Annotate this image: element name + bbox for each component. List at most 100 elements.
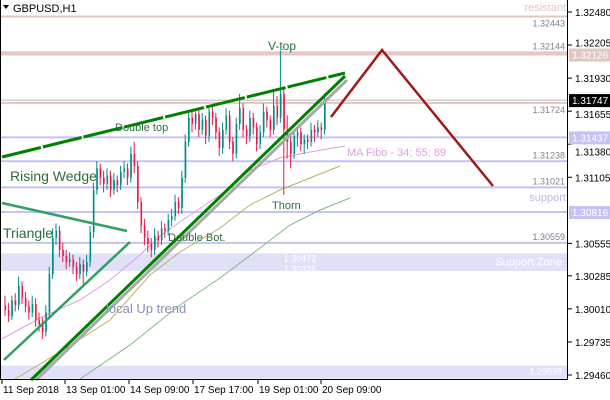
candle-body xyxy=(313,129,316,133)
triangle-label: Triangle xyxy=(3,225,53,241)
candle-body xyxy=(232,141,234,154)
candle xyxy=(194,108,197,130)
candle xyxy=(252,112,255,135)
candle-body xyxy=(35,304,37,320)
x-tick-label: 14 Sep 09:00 xyxy=(130,385,190,396)
candle-body xyxy=(293,135,296,154)
candle-body xyxy=(218,132,221,148)
candle-body xyxy=(303,139,306,145)
candle-body xyxy=(191,117,194,124)
price-tag-bg xyxy=(569,131,610,145)
candle-body xyxy=(150,243,153,250)
candle xyxy=(106,168,109,190)
price-tag-resist: 1.32126 xyxy=(569,48,610,62)
y-tick-label: 1.29460 xyxy=(575,371,610,382)
candle-body xyxy=(55,230,58,238)
candle-body xyxy=(269,120,272,130)
candle-body xyxy=(11,300,13,317)
candle-body xyxy=(211,111,214,118)
triangle-down-icon[interactable] xyxy=(3,5,9,9)
candle-body xyxy=(222,129,224,148)
candle-body xyxy=(89,231,92,263)
candle-body xyxy=(75,266,78,275)
candle-body xyxy=(147,237,149,244)
candle xyxy=(147,230,149,253)
candle xyxy=(307,134,309,150)
candle-body xyxy=(249,117,251,136)
zone-top-price: 1.29538 xyxy=(529,367,562,377)
candle xyxy=(177,197,180,214)
wedge-upper-line xyxy=(1,71,346,159)
candle-body xyxy=(140,201,143,226)
y-tick-label: 1.31655 xyxy=(575,110,610,121)
zone-bottom-price: 1.30326 xyxy=(284,264,317,274)
candle xyxy=(211,106,214,125)
candle xyxy=(208,105,211,142)
rising-wedge-label: Rising Wedge xyxy=(10,168,97,184)
candle xyxy=(300,127,302,152)
candle xyxy=(313,124,316,142)
candle xyxy=(191,110,194,133)
candle xyxy=(31,295,34,318)
candle xyxy=(113,173,115,195)
candle-body xyxy=(174,201,177,217)
candle xyxy=(24,292,27,313)
local-up-trend-label: local Up trend xyxy=(106,301,186,316)
candle xyxy=(164,223,166,238)
price-tag-label: 1.31747 xyxy=(572,96,609,107)
candle-body xyxy=(215,117,217,133)
level-price-label: 1.31021 xyxy=(532,176,565,186)
candle-body xyxy=(92,189,95,232)
candle xyxy=(82,259,85,287)
candle xyxy=(279,50,282,123)
x-tick-label: 20 Sep 09:00 xyxy=(322,385,382,396)
triangle-upper-line xyxy=(1,201,128,233)
candle-body xyxy=(167,219,170,231)
symbol-header[interactable]: GBPUSD,H1 xyxy=(3,3,77,15)
candle-body xyxy=(28,306,30,313)
candle-body xyxy=(72,259,75,267)
candle-body xyxy=(259,132,262,145)
candle xyxy=(92,182,95,238)
candle-body xyxy=(228,115,231,142)
candle-body xyxy=(109,175,112,190)
zone-top-price: 1.30472 xyxy=(284,253,317,263)
candle-body xyxy=(106,175,109,184)
price-tag-support: 1.31437 xyxy=(569,131,610,145)
candle-body xyxy=(160,228,163,241)
candle-body xyxy=(154,235,156,250)
candle xyxy=(4,295,7,317)
local-uptrend-line xyxy=(29,74,347,382)
candle-body xyxy=(86,262,88,272)
candle xyxy=(18,276,20,311)
candle-body xyxy=(99,168,102,178)
candle xyxy=(58,225,61,258)
ma-fibo-label: MA Fibo - 34; 55; 89 xyxy=(347,147,446,159)
candle-body xyxy=(116,180,119,186)
candle-body xyxy=(7,310,10,317)
candle xyxy=(140,197,143,234)
candle xyxy=(310,122,313,147)
candle xyxy=(167,213,170,236)
candle-body xyxy=(58,230,61,250)
candle xyxy=(256,122,258,152)
candle xyxy=(69,252,71,267)
candle-body xyxy=(307,139,309,142)
candle xyxy=(259,124,262,150)
candle xyxy=(52,228,54,279)
candle xyxy=(205,115,207,145)
price-tag-current: 1.31747 xyxy=(569,94,610,108)
candle xyxy=(55,223,58,246)
candle-body xyxy=(225,115,228,130)
candle xyxy=(35,298,37,327)
candle xyxy=(21,281,24,305)
candle-body xyxy=(310,129,313,142)
candle xyxy=(320,122,323,140)
y-tick-label: 1.31105 xyxy=(575,173,610,184)
candle xyxy=(79,257,81,279)
candle xyxy=(123,161,126,178)
price-tag-bg xyxy=(569,206,610,220)
candle xyxy=(143,218,146,246)
